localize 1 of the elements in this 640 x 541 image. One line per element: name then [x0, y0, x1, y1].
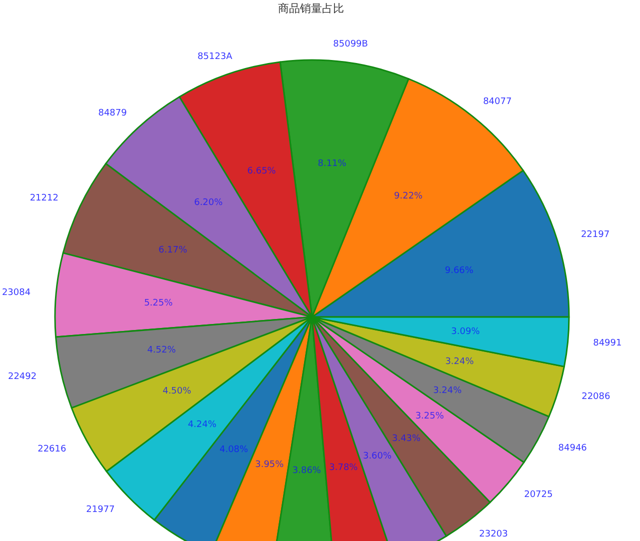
title: 商品销量占比 [278, 2, 344, 15]
